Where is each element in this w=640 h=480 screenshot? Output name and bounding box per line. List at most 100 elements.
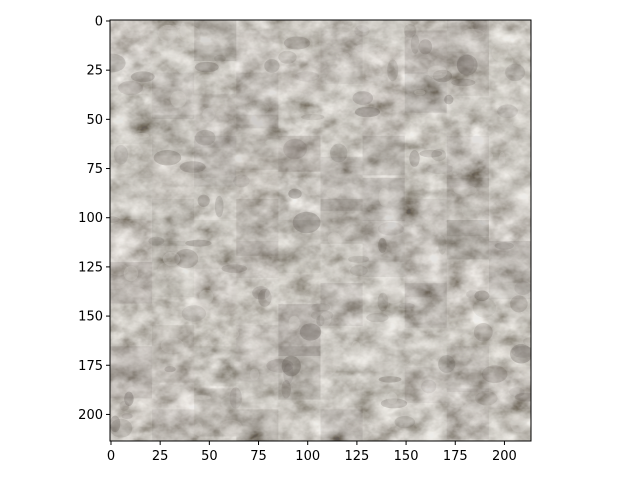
texture-shadow — [472, 297, 496, 318]
texture-patch — [320, 409, 363, 441]
texture-patch — [446, 262, 489, 320]
texture-shadow — [494, 242, 514, 250]
texture-patch — [362, 135, 405, 176]
texture-highlight — [119, 243, 128, 248]
texture-highlight — [356, 20, 373, 32]
texture-highlight — [386, 392, 398, 404]
texture-patch — [404, 325, 447, 375]
texture-patch — [320, 241, 363, 284]
texture-highlight — [386, 273, 401, 289]
x-tick-label: 100 — [295, 449, 320, 464]
x-tick-label: 50 — [201, 449, 218, 464]
texture-patch — [278, 93, 321, 128]
texture-highlight — [461, 204, 480, 218]
texture-shadow — [301, 114, 325, 121]
x-tick-label: 0 — [107, 449, 115, 464]
texture-shadow — [514, 281, 531, 296]
texture-shadow — [444, 94, 454, 105]
texture-highlight — [110, 234, 115, 244]
texture-shadow — [185, 239, 212, 247]
texture-patch — [236, 114, 279, 170]
texture-shadow — [514, 392, 531, 402]
texture-shadow — [387, 59, 399, 82]
texture-highlight — [478, 151, 494, 161]
texture-highlight — [488, 279, 502, 294]
texture-patch — [110, 220, 153, 266]
texture-patch — [488, 283, 531, 327]
x-tick-label: 150 — [394, 449, 419, 464]
texture-patch — [194, 20, 237, 61]
texture-shadow — [474, 290, 490, 302]
texture-patch — [362, 262, 405, 311]
texture-highlight — [373, 45, 396, 61]
texture-patch — [278, 304, 321, 356]
texture-highlight — [129, 50, 146, 61]
texture-highlight — [257, 396, 273, 404]
texture-patch — [278, 135, 321, 172]
texture-shadow — [197, 194, 210, 207]
texture-patch — [152, 409, 195, 441]
texture-patch — [446, 51, 489, 96]
texture-highlight — [265, 139, 285, 146]
texture-patch — [152, 283, 195, 330]
texture-shadow — [214, 195, 224, 218]
texture-shadow — [505, 63, 526, 82]
texture-shadow — [456, 54, 478, 76]
texture-shadow — [431, 149, 447, 162]
texture-shadow — [438, 235, 447, 255]
texture-highlight — [365, 76, 387, 81]
texture-shadow — [473, 20, 488, 34]
texture-highlight — [157, 262, 182, 277]
y-tick-label: 100 — [78, 211, 103, 226]
texture-highlight — [190, 179, 206, 186]
texture-shadow — [377, 222, 404, 236]
texture-highlight — [326, 188, 341, 199]
texture-highlight — [378, 188, 390, 207]
texture-patch — [194, 388, 237, 437]
texture-highlight — [275, 410, 294, 426]
texture-shadow — [292, 211, 321, 234]
texture-highlight — [368, 20, 384, 26]
texture-highlight — [375, 420, 392, 430]
texture-patch — [404, 30, 447, 74]
texture-patch — [152, 30, 195, 82]
texture-shadow — [121, 413, 133, 420]
texture-patch — [446, 93, 489, 128]
texture-shadow — [451, 78, 476, 87]
texture-patch — [404, 156, 447, 202]
texture-shadow — [330, 143, 348, 163]
texture-shadow — [473, 323, 493, 342]
texture-shadow — [252, 286, 270, 300]
texture-patch — [278, 20, 321, 58]
texture-highlight — [509, 420, 527, 426]
texture-highlight — [393, 58, 403, 71]
texture-highlight — [225, 328, 239, 340]
texture-patch — [362, 51, 405, 103]
x-tick-label: 75 — [250, 449, 267, 464]
texture-highlight — [162, 251, 181, 266]
texture-patch — [110, 93, 153, 145]
texture-highlight — [192, 88, 199, 99]
texture-highlight — [110, 281, 125, 290]
texture-patch — [404, 114, 447, 162]
texture-shadow — [281, 380, 291, 399]
texture-shadow — [354, 25, 370, 37]
texture-patch — [488, 30, 531, 75]
texture-shadow — [456, 53, 475, 75]
texture-patch — [236, 30, 279, 73]
texture-highlight — [453, 185, 477, 195]
texture-shadow — [398, 302, 415, 309]
texture-highlight — [355, 44, 378, 52]
texture-patch — [488, 409, 531, 441]
texture-shadow — [316, 315, 325, 327]
texture-shadow — [124, 391, 134, 406]
texture-highlight — [452, 164, 459, 176]
texture-patch — [278, 346, 321, 400]
texture-highlight — [124, 32, 145, 39]
texture-shadow — [378, 237, 387, 253]
texture-patch — [236, 156, 279, 208]
texture-highlight — [318, 346, 332, 353]
texture-highlight — [383, 47, 400, 63]
texture-highlight — [176, 64, 193, 74]
